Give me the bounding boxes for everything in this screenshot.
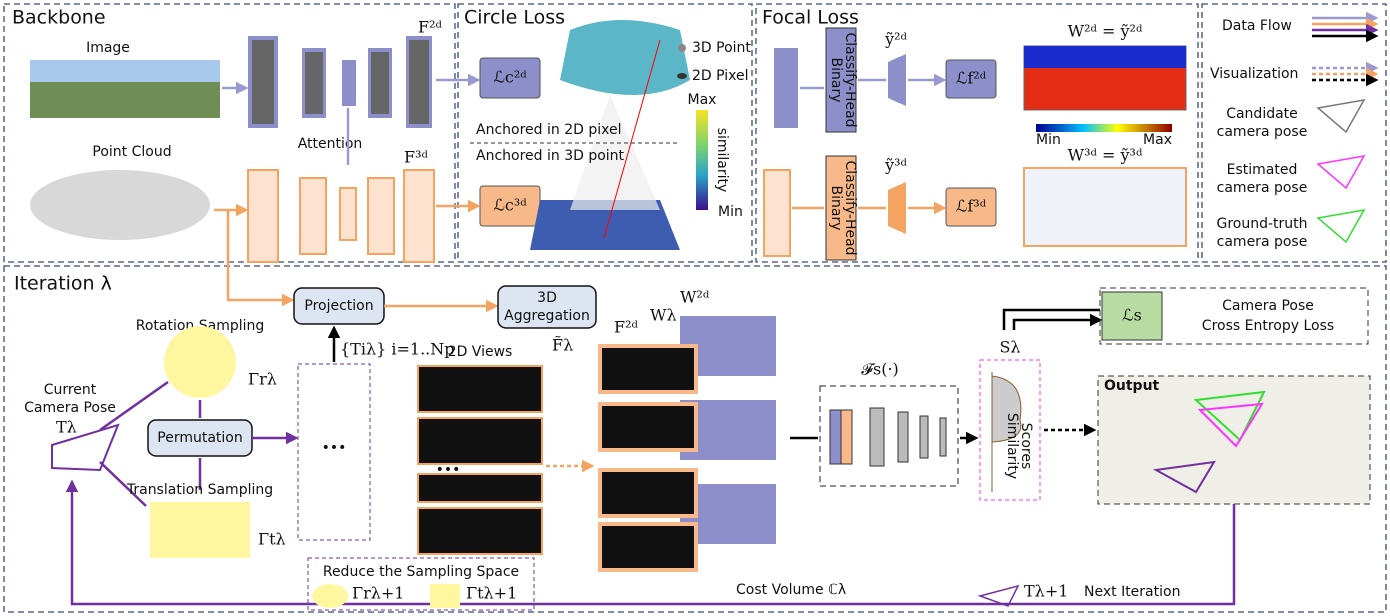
math-label: ℒc²ᵈ [493, 68, 527, 87]
section-title: Focal Loss [762, 7, 859, 29]
label: 3D [537, 290, 557, 306]
label: Current [44, 382, 97, 398]
output-map [888, 182, 906, 234]
label: Min [718, 204, 743, 220]
math-label: Tλ [56, 418, 77, 437]
legend-label: camera pose [1217, 234, 1308, 250]
legend-label: Estimated [1227, 162, 1298, 178]
label: Anchored in 2D pixel [476, 122, 621, 138]
confidence-points [1024, 168, 1186, 246]
label: Attention [298, 136, 363, 152]
cost-volume [600, 316, 776, 570]
label: Min [1036, 132, 1061, 148]
math-label: W³ᵈ = ỹ³ᵈ [1068, 146, 1143, 165]
similarity-surface [560, 20, 690, 95]
label: Aggregation [504, 308, 590, 324]
label: 2D Pixel [692, 68, 749, 84]
math-label: ỹ²ᵈ [884, 30, 907, 49]
label: Projection [304, 298, 373, 314]
label: Anchored in 3D point [476, 148, 625, 164]
legend-label: Ground-truth [1216, 216, 1307, 232]
math-label: W²ᵈ [680, 288, 710, 307]
page: Pipeline Diagram { "backbone": {"title":… [0, 0, 1390, 616]
rotation-space [312, 584, 348, 608]
math-label: {Tiλ} i=1..Np [340, 340, 455, 359]
legend-dot [677, 73, 687, 79]
legend: Data Flow Visualization Candidate camera… [1210, 18, 1376, 250]
math-label: ỹ³ᵈ [884, 156, 907, 175]
math-label: W²ᵈ = ỹ²ᵈ [1068, 22, 1143, 41]
label: Classify-Head [842, 160, 858, 255]
label: Binary [828, 186, 844, 231]
math-label: Sλ [999, 338, 1020, 357]
label: Camera Pose [1222, 298, 1314, 314]
body: Backbone Image Point Cloud F²ᵈ F³ᵈ Atten… [0, 0, 1390, 616]
math-label: F²ᵈ [418, 18, 443, 37]
label: Classify-Head [842, 32, 858, 127]
label: 2D Views [448, 344, 513, 360]
label: Camera Pose [24, 400, 116, 416]
network [830, 408, 946, 466]
label: Translation Sampling [126, 482, 273, 498]
legend-label: camera pose [1217, 124, 1308, 140]
legend-label: Data Flow [1222, 18, 1292, 34]
label: Point Cloud [92, 144, 171, 160]
math-label: F³ᵈ [404, 148, 429, 167]
encoder-2d [248, 36, 432, 128]
arrow [1004, 310, 1100, 330]
colorbar [1036, 124, 1172, 132]
feature-map [764, 170, 790, 256]
math-label: ℒc³ᵈ [493, 196, 527, 215]
math-label: Γrλ [248, 370, 277, 389]
arrow [800, 80, 944, 88]
math-label: F̃λ [552, 336, 573, 355]
section-title: Iteration λ [14, 273, 112, 295]
label: Permutation [157, 430, 242, 446]
rotation-space [164, 326, 236, 398]
label: Cost Volume ℂλ [736, 582, 846, 598]
math-label: Tλ+1 [1024, 582, 1068, 601]
legend-label: Candidate [1226, 106, 1298, 122]
label: Cross Entropy Loss [1202, 318, 1334, 334]
math-label: Γtλ+1 [466, 584, 517, 603]
math-label: Γtλ [258, 530, 286, 549]
label: Image [86, 40, 130, 56]
translation-space [150, 502, 250, 558]
output-map [888, 54, 906, 106]
math-label: 𝓕s(·) [861, 360, 899, 379]
math-label: F²ᵈ [614, 318, 639, 337]
label: Max [688, 92, 717, 108]
label: Output [1104, 378, 1160, 394]
label: Similarity [1004, 413, 1020, 479]
views [418, 366, 542, 554]
legend-dot [678, 44, 686, 52]
math-label: ℒf³ᵈ [956, 197, 987, 216]
label: Max [1143, 132, 1172, 148]
math-label: ℒs [1122, 306, 1142, 325]
encoder-3d [248, 170, 434, 262]
image-sky [30, 60, 220, 82]
math-label: Γrλ+1 [352, 584, 404, 603]
feature-map [774, 48, 798, 128]
section-title: Circle Loss [464, 7, 565, 29]
label: similarity [714, 128, 730, 193]
dots: ••• [436, 462, 461, 478]
label: 3D Point [692, 40, 751, 56]
label: Next Iteration [1084, 584, 1180, 600]
translation-space [430, 584, 460, 608]
colorbar [696, 110, 708, 210]
point-cloud [30, 170, 210, 240]
confidence-map-top [1024, 46, 1186, 68]
math-label: Wλ [650, 306, 677, 325]
label: Scores [1018, 423, 1034, 470]
section-title: Backbone [12, 7, 106, 29]
math-label: ℒf²ᵈ [956, 69, 987, 88]
dots: ••• [322, 440, 347, 456]
diagram: Backbone Image Point Cloud F²ᵈ F³ᵈ Atten… [0, 0, 1390, 616]
label: Reduce the Sampling Space [323, 564, 519, 580]
label: Binary [828, 58, 844, 103]
legend-label: camera pose [1217, 180, 1308, 196]
legend-label: Visualization [1210, 66, 1298, 82]
